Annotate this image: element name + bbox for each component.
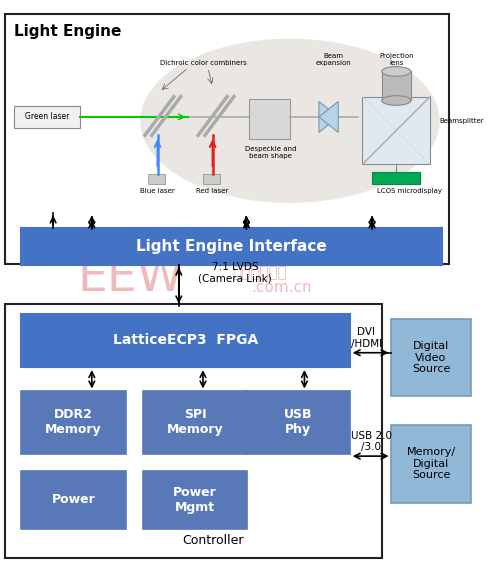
Ellipse shape — [382, 67, 411, 76]
Bar — [5, 304, 382, 557]
Text: Red laser: Red laser — [196, 188, 229, 195]
Text: EEW: EEW — [77, 256, 184, 301]
Bar — [5, 14, 449, 264]
Text: Projection
lens: Projection lens — [379, 53, 414, 67]
Text: 7:1 LVDS
(Camera Link): 7:1 LVDS (Camera Link) — [198, 262, 272, 284]
Bar — [143, 471, 247, 529]
Text: Light Engine: Light Engine — [15, 24, 122, 40]
Text: DVI
/HDMI: DVI /HDMI — [351, 327, 382, 349]
Ellipse shape — [140, 38, 440, 203]
Bar — [203, 174, 220, 184]
Polygon shape — [319, 102, 338, 133]
Text: 电子产品世界: 电子产品世界 — [232, 265, 287, 280]
Bar — [21, 314, 350, 367]
Bar — [382, 72, 411, 100]
Bar — [148, 174, 165, 184]
Text: Blue laser: Blue laser — [140, 188, 175, 195]
Text: Light Engine Interface: Light Engine Interface — [136, 239, 326, 254]
Text: .com.cn: .com.cn — [251, 280, 312, 294]
Ellipse shape — [382, 96, 411, 105]
Text: Dichroic color combiners: Dichroic color combiners — [160, 60, 246, 66]
Text: Green laser: Green laser — [25, 113, 70, 122]
Text: Controller: Controller — [182, 534, 244, 546]
Text: USB 2.0
/3.0: USB 2.0 /3.0 — [351, 431, 392, 452]
Bar — [245, 391, 350, 454]
Text: Beam
expansion: Beam expansion — [316, 53, 351, 67]
Text: LatticeECP3  FPGA: LatticeECP3 FPGA — [113, 333, 258, 347]
Text: USB
Phy: USB Phy — [283, 408, 312, 436]
Text: Power
Mgmt: Power Mgmt — [173, 486, 217, 514]
Text: LCOS microdisplay: LCOS microdisplay — [377, 188, 442, 195]
Bar — [21, 228, 441, 265]
Bar — [143, 391, 247, 454]
Text: Despeckle and
beam shape: Despeckle and beam shape — [245, 146, 296, 159]
Text: Power: Power — [51, 493, 96, 506]
Text: Digital
Video
Source: Digital Video Source — [412, 341, 450, 374]
Bar — [249, 99, 290, 139]
Bar — [392, 319, 471, 396]
Text: Beamsplitter: Beamsplitter — [440, 118, 484, 124]
Text: Memory/
Digital
Source: Memory/ Digital Source — [407, 447, 456, 480]
Polygon shape — [319, 102, 338, 133]
Bar — [392, 425, 471, 502]
Text: SPI
Memory: SPI Memory — [167, 408, 223, 436]
Bar — [363, 96, 430, 164]
Bar — [372, 172, 420, 184]
Bar — [15, 106, 80, 127]
Text: DDR2
Memory: DDR2 Memory — [45, 408, 102, 436]
Bar — [21, 391, 125, 454]
Bar — [21, 471, 125, 529]
